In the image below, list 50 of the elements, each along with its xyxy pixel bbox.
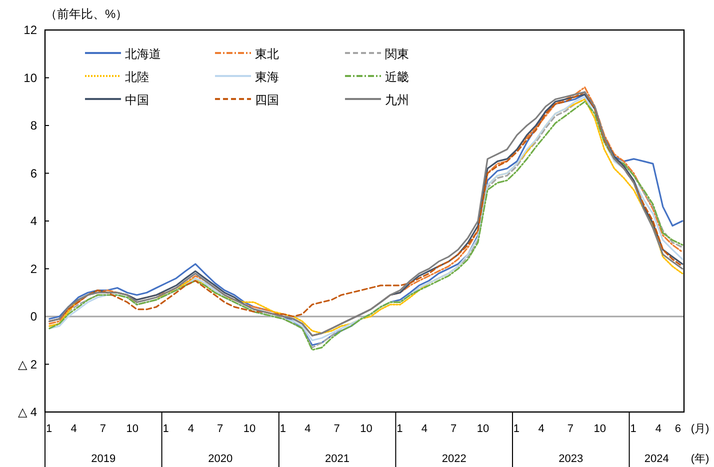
x-tick-label: 7 (216, 423, 224, 435)
x-tick-label: 10 (594, 423, 606, 435)
x-tick-label: 1 (46, 423, 52, 435)
text: 2020 (208, 453, 233, 465)
y-tick-label: 12 (24, 23, 38, 37)
x-tick-label: 10 (360, 423, 372, 435)
x-tick-label: 7 (334, 423, 340, 435)
legend-label: 東海 (255, 70, 279, 84)
legend-label: 東北 (255, 47, 279, 61)
y-tick-label: 10 (24, 70, 38, 85)
x-tick-label: 7 (450, 423, 457, 435)
x-tick-label: 1 (396, 423, 403, 435)
legend-label: 近畿 (385, 70, 409, 84)
x-tick-label: 10 (243, 423, 256, 435)
y-tick-label: △ 4 (18, 405, 38, 419)
text: (年) (690, 453, 710, 465)
y-tick-label: 8 (30, 118, 38, 132)
x-tick-label: 4 (655, 423, 662, 435)
x-tick-label: 4 (304, 423, 311, 435)
x-tick-label: 1 (630, 423, 636, 435)
legend-label: 北海道 (125, 47, 161, 61)
y-tick-label: △ 2 (18, 357, 38, 372)
y-tick-label: 0 (30, 310, 38, 324)
y-axis-title: （前年比、%） (45, 7, 128, 21)
legend-label: 九州 (385, 93, 409, 107)
x-tick-label: 1 (162, 423, 169, 435)
text: 2022 (442, 453, 466, 465)
text: 2023 (558, 453, 584, 465)
x-tick-label: 4 (188, 423, 194, 435)
text: 2021 (325, 453, 350, 465)
legend-label: 中国 (125, 93, 149, 107)
y-tick-label: 6 (30, 166, 38, 180)
x-tick-label: 7 (100, 423, 106, 435)
x-tick-label: 7 (567, 423, 574, 435)
y-tick-label: 4 (30, 214, 38, 228)
text: 2019 (91, 453, 116, 465)
x-tick-label: 10 (126, 423, 138, 435)
legend-label: 四国 (255, 93, 279, 107)
y-tick-label: 2 (30, 262, 38, 276)
x-tick-label: 1 (280, 423, 286, 435)
x-tick-label: 1 (513, 423, 520, 435)
x-tick-label: 4 (70, 423, 77, 435)
x-tick-label: 4 (538, 423, 544, 435)
x-axis-title: (月) (690, 423, 710, 435)
x-tick-label: 6 (674, 423, 681, 435)
x-tick-label: 10 (476, 423, 490, 435)
text: 2024 (644, 453, 669, 465)
legend-label: 北陸 (125, 70, 149, 84)
x-tick-label: 4 (421, 423, 428, 435)
legend-label: 関東 (385, 47, 409, 61)
